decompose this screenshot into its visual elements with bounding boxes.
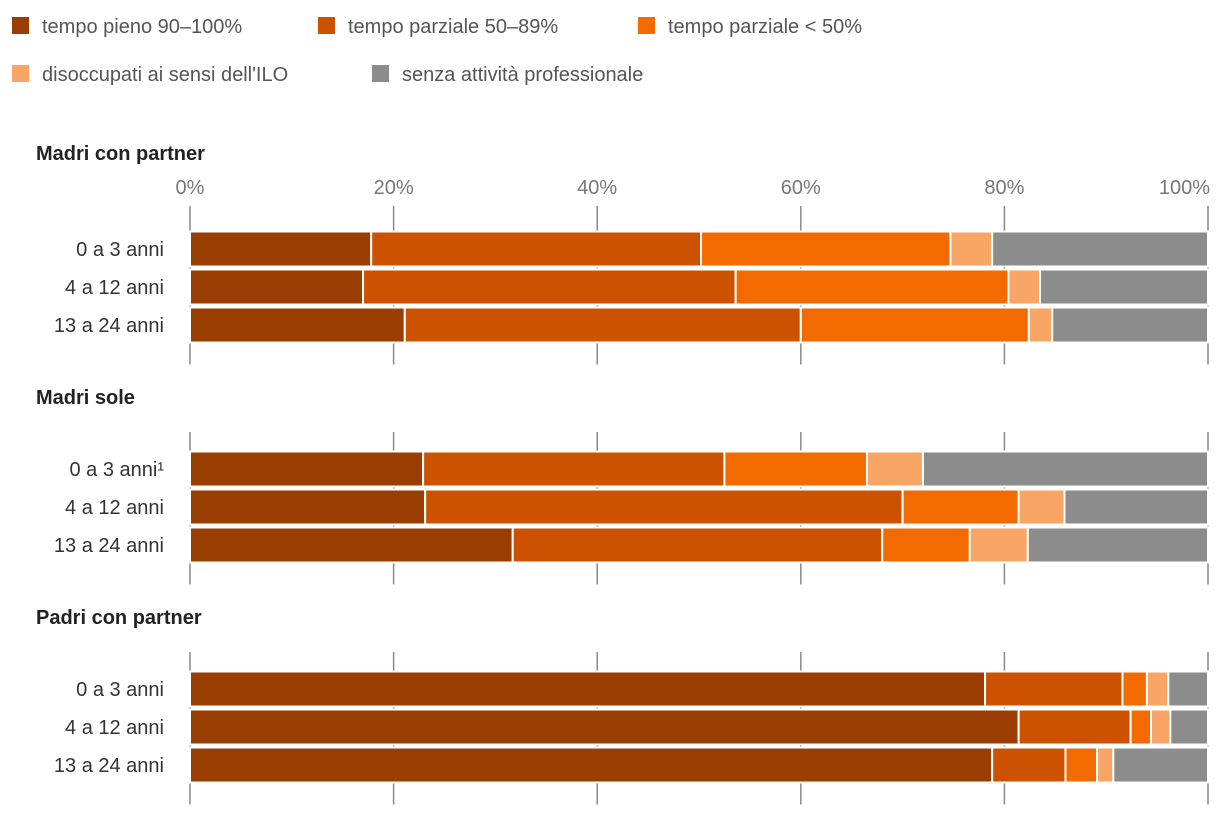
legend-item: tempo parziale < 50% bbox=[638, 16, 862, 38]
panel-title: Madri sole bbox=[36, 387, 135, 409]
bar-segment bbox=[865, 450, 924, 488]
bar-segment bbox=[362, 268, 737, 306]
bar-row: 0 a 3 anni bbox=[76, 670, 1209, 708]
bar-segment bbox=[422, 450, 726, 488]
category-label: 13 a 24 anni bbox=[54, 315, 164, 337]
legend-label: tempo parziale 50–89% bbox=[348, 16, 558, 38]
legend-label: tempo pieno 90–100% bbox=[42, 16, 242, 38]
legend-label: disoccupati ai sensi dell'ILO bbox=[42, 64, 288, 86]
bar-segment bbox=[1027, 306, 1054, 344]
bar-segment bbox=[734, 268, 1010, 306]
bar-segment bbox=[189, 670, 987, 708]
legend-swatch bbox=[12, 65, 29, 82]
bar-segment bbox=[189, 306, 406, 344]
category-label: 4 a 12 anni bbox=[65, 277, 164, 299]
legend-item: tempo pieno 90–100% bbox=[12, 16, 242, 38]
bar-row: 0 a 3 anni bbox=[76, 230, 1210, 268]
bar-segment bbox=[991, 230, 1210, 268]
bar-segment bbox=[189, 746, 994, 784]
bar-segment bbox=[189, 526, 514, 564]
bar-segment bbox=[799, 306, 1030, 344]
panel-title: Madri con partner bbox=[36, 143, 205, 165]
bar-segment bbox=[511, 526, 884, 564]
bar-segment bbox=[991, 746, 1067, 784]
category-label: 0 a 3 anni¹ bbox=[69, 459, 164, 481]
bar-row: 13 a 24 anni bbox=[54, 526, 1209, 564]
bar-segment bbox=[881, 526, 971, 564]
bar-segment bbox=[921, 450, 1210, 488]
x-tick-label: 100% bbox=[1159, 177, 1210, 199]
bar-segment bbox=[189, 268, 365, 306]
x-tick-label: 60% bbox=[781, 177, 821, 199]
legend-item: senza attività professionale bbox=[372, 64, 643, 86]
bar-segment bbox=[984, 670, 1124, 708]
category-label: 0 a 3 anni bbox=[76, 239, 164, 261]
category-label: 0 a 3 anni bbox=[76, 679, 164, 701]
legend-label: senza attività professionale bbox=[402, 64, 643, 86]
panel-title: Padri con partner bbox=[36, 607, 202, 629]
legend-label: tempo parziale < 50% bbox=[668, 16, 862, 38]
bar-segment bbox=[949, 230, 994, 268]
bar-segment bbox=[901, 488, 1020, 526]
bar-segment bbox=[1149, 708, 1172, 746]
chart-panel: Madri con partner 0% 20% 40% 60% 80% 100% 0 a 3… bbox=[36, 143, 1210, 365]
bar-segment bbox=[1112, 746, 1210, 784]
category-label: 4 a 12 anni bbox=[65, 717, 164, 739]
bar-segment bbox=[968, 526, 1029, 564]
bar-segment bbox=[1169, 708, 1209, 746]
bar-segment bbox=[1007, 268, 1042, 306]
category-label: 13 a 24 anni bbox=[54, 755, 164, 777]
x-tick-label: 80% bbox=[984, 177, 1024, 199]
legend-swatch bbox=[638, 17, 655, 34]
legend-swatch bbox=[372, 65, 389, 82]
bar-segment bbox=[424, 488, 904, 526]
bar-segment bbox=[1063, 488, 1210, 526]
bar-row: 4 a 12 anni bbox=[65, 488, 1210, 526]
chart-panel: Padri con partner 0 a 3 anni 4 a 12 anni 13… bbox=[36, 607, 1210, 805]
bar-segment bbox=[403, 306, 802, 344]
bar-segment bbox=[700, 230, 952, 268]
legend-swatch bbox=[12, 17, 29, 34]
bar-row: 13 a 24 anni bbox=[54, 306, 1209, 344]
bar-segment bbox=[723, 450, 868, 488]
bar-segment bbox=[189, 708, 1020, 746]
bar-segment bbox=[1026, 526, 1209, 564]
bar-row: 0 a 3 anni¹ bbox=[69, 450, 1210, 488]
bar-row: 4 a 12 anni bbox=[65, 268, 1210, 306]
legend-item: disoccupati ai sensi dell'ILO bbox=[12, 64, 288, 86]
category-label: 13 a 24 anni bbox=[54, 535, 164, 557]
bar-row: 13 a 24 anni bbox=[54, 746, 1210, 784]
bar-segment bbox=[1064, 746, 1099, 784]
bar-segment bbox=[1145, 670, 1170, 708]
legend-swatch bbox=[318, 17, 335, 34]
bar-segment bbox=[189, 488, 427, 526]
bar-segment bbox=[370, 230, 703, 268]
bar-segment bbox=[1167, 670, 1209, 708]
bar-segment bbox=[1096, 746, 1115, 784]
legend-item: tempo parziale 50–89% bbox=[318, 16, 558, 38]
bar-row: 4 a 12 anni bbox=[65, 708, 1209, 746]
legend: tempo pieno 90–100% tempo parziale 50–89%… bbox=[12, 16, 862, 86]
bar-segment bbox=[1129, 708, 1152, 746]
bar-segment bbox=[1017, 488, 1066, 526]
bar-segment bbox=[189, 230, 373, 268]
bar-segment bbox=[1051, 306, 1209, 344]
x-tick-label: 20% bbox=[374, 177, 414, 199]
x-tick-label: 40% bbox=[577, 177, 617, 199]
bar-segment bbox=[1017, 708, 1132, 746]
bar-segment bbox=[1039, 268, 1210, 306]
bar-segment bbox=[189, 450, 425, 488]
x-tick-label: 0% bbox=[176, 177, 205, 199]
chart-panel: Madri sole 0 a 3 anni¹ 4 a 12 anni 13 a 24 … bbox=[36, 387, 1210, 585]
bar-segment bbox=[1121, 670, 1148, 708]
category-label: 4 a 12 anni bbox=[65, 497, 164, 519]
